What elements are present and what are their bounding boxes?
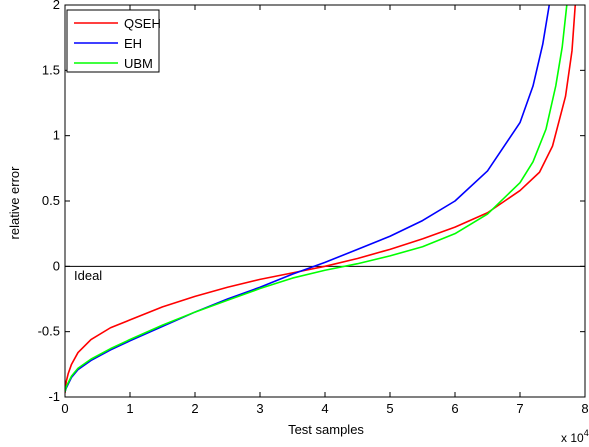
series-line-ubm — [65, 5, 568, 392]
legend-box — [66, 9, 160, 73]
series-line-qseh — [65, 5, 577, 394]
x-tick-label: 8 — [581, 401, 588, 416]
legend-label-ubm: UBM — [124, 56, 153, 71]
y-tick-label: 0.5 — [42, 193, 60, 208]
y-axis-label: relative error — [7, 166, 22, 240]
y-tick-label: 0 — [53, 258, 60, 273]
x-tick-label: 5 — [386, 401, 393, 416]
x-tick-label: 7 — [516, 401, 523, 416]
legend: QSEH EH UBM — [66, 9, 161, 73]
y-tick-label: -1 — [48, 389, 60, 404]
x-tick-label: 1 — [126, 401, 133, 416]
x-tick-label: 3 — [256, 401, 263, 416]
legend-label-qseh: QSEH — [124, 16, 161, 31]
x-axis-multiplier: x 104 — [561, 428, 589, 445]
x-tick-label: 4 — [321, 401, 328, 416]
x-axis-multiplier-exponent: 4 — [584, 428, 589, 438]
x-tick-label: 6 — [451, 401, 458, 416]
x-axis-label: Test samples — [288, 422, 364, 437]
x-tick-label: 0 — [61, 401, 68, 416]
y-tick-label: -0.5 — [38, 324, 60, 339]
series-line-eh — [65, 5, 551, 393]
x-axis-multiplier-base: x 10 — [561, 431, 584, 445]
axis-ticks: 0 1 2 3 4 5 6 7 8 -1 -0.5 0 0.5 1 1.5 2 — [38, 0, 589, 416]
y-tick-label: 1.5 — [42, 62, 60, 77]
y-tick-label: 1 — [53, 128, 60, 143]
x-tick-label: 2 — [191, 401, 198, 416]
ideal-line-label: Ideal — [74, 268, 102, 283]
y-tick-label: 2 — [53, 0, 60, 12]
legend-label-eh: EH — [124, 36, 142, 51]
